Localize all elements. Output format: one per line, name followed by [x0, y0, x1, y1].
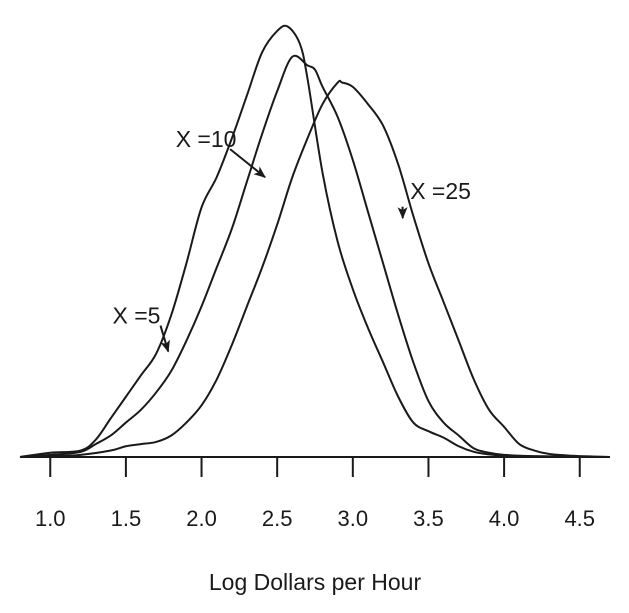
- x-tick-label: 2.5: [262, 506, 293, 531]
- annotation-label-3: X =25: [410, 178, 471, 204]
- x-tick-label: 3.0: [338, 506, 369, 531]
- annotation-label-2: X =5: [113, 303, 161, 329]
- x-tick-label: 1.5: [111, 506, 142, 531]
- series-layer: [19, 24, 611, 458]
- density-curve-3: [19, 79, 611, 458]
- annotation-arrow-1: [229, 148, 266, 179]
- x-tick-label: 4.5: [564, 506, 595, 531]
- x-tick-label: 3.5: [413, 506, 444, 531]
- x-ticks: 1.0 1.5 2.0 2.5 3.0 3.5 4.0 4.5: [35, 457, 595, 531]
- x-tick-label: 2.0: [186, 506, 217, 531]
- density-curve-2: [19, 54, 611, 458]
- annotations: X =10 X =5 X =25: [113, 126, 471, 353]
- annotation-arrow-2: [159, 325, 170, 353]
- x-tick-label: 4.0: [489, 506, 520, 531]
- density-curve-1: [19, 24, 611, 458]
- annotation-label-1: X =10: [176, 126, 237, 152]
- x-axis-label: Log Dollars per Hour: [209, 569, 422, 595]
- x-tick-label: 1.0: [35, 506, 66, 531]
